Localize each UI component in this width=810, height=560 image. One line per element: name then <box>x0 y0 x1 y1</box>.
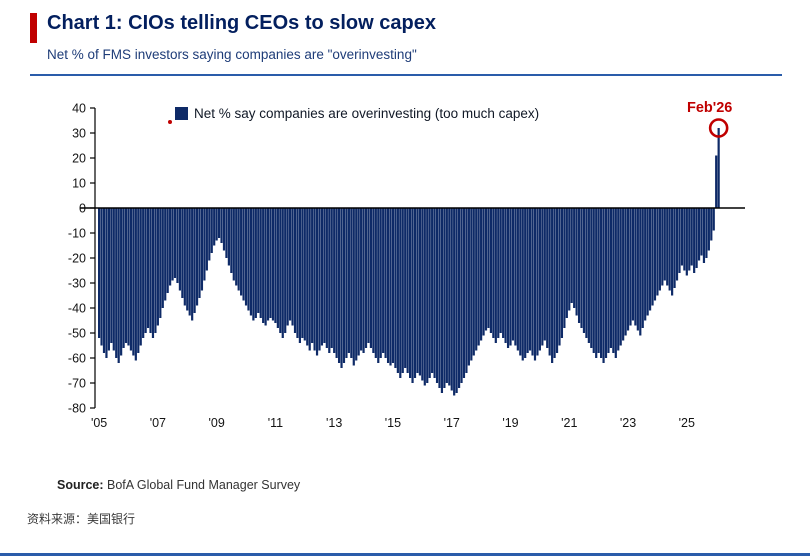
source-label: Source: <box>57 478 104 492</box>
svg-text:'21: '21 <box>561 416 577 430</box>
chinese-source-line: 资料来源：美国银行 <box>27 512 136 526</box>
svg-text:'23: '23 <box>620 416 636 430</box>
svg-text:-30: -30 <box>68 277 86 291</box>
source-line: Source: BofA Global Fund Manager Survey <box>57 478 300 492</box>
svg-text:20: 20 <box>72 152 86 166</box>
page-title: Chart 1: CIOs telling CEOs to slow capex <box>47 12 436 34</box>
svg-text:-70: -70 <box>68 377 86 391</box>
svg-text:'17: '17 <box>444 416 460 430</box>
bottom-rule <box>0 553 810 556</box>
svg-text:-20: -20 <box>68 252 86 266</box>
red-dot-marker <box>168 120 172 124</box>
svg-text:'25: '25 <box>679 416 695 430</box>
header-divider-rule <box>30 74 782 76</box>
svg-text:40: 40 <box>72 102 86 116</box>
svg-text:'13: '13 <box>326 416 342 430</box>
bar-chart: 403020100-10-20-30-40-50-60-70-80'05'07'… <box>68 102 745 430</box>
feb26-annotation: Feb'26 <box>687 100 733 116</box>
svg-text:10: 10 <box>72 177 86 191</box>
legend-swatch <box>175 107 188 120</box>
legend-label: Net % say companies are overinvesting (t… <box>194 106 540 121</box>
svg-text:-10: -10 <box>68 227 86 241</box>
svg-text:'15: '15 <box>385 416 401 430</box>
svg-text:'05: '05 <box>91 416 107 430</box>
svg-text:'09: '09 <box>209 416 225 430</box>
title-accent-bar <box>30 13 37 43</box>
svg-text:'19: '19 <box>502 416 518 430</box>
svg-text:'07: '07 <box>150 416 166 430</box>
svg-text:'11: '11 <box>268 416 283 430</box>
svg-text:-80: -80 <box>68 402 86 416</box>
source-text: BofA Global Fund Manager Survey <box>103 478 301 492</box>
svg-text:-60: -60 <box>68 352 86 366</box>
svg-text:-40: -40 <box>68 302 86 316</box>
svg-text:30: 30 <box>72 127 86 141</box>
svg-text:-50: -50 <box>68 327 86 341</box>
chart-legend: Net % say companies are overinvesting (t… <box>175 106 539 121</box>
page-subtitle: Net % of FMS investors saying companies … <box>47 47 417 62</box>
